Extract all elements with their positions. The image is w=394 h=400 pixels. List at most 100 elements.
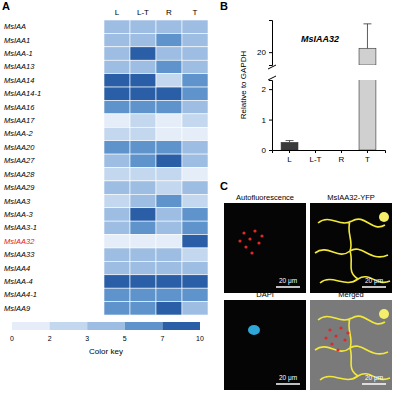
cell [130, 288, 156, 301]
error-cap [363, 23, 371, 24]
cell [104, 221, 130, 234]
cell [104, 47, 130, 60]
chloroplast [334, 334, 337, 337]
row-label: MsIAA32 [4, 237, 35, 246]
tick-label: L-T [310, 155, 322, 164]
cell [156, 275, 182, 288]
row-label: MsIAA17 [4, 116, 35, 125]
axis-break [268, 76, 276, 80]
color-key-segment [87, 322, 125, 330]
tick: R [339, 150, 345, 164]
image-label: Merged [338, 290, 363, 299]
cell [104, 33, 130, 46]
cell [182, 100, 208, 113]
chloroplast [339, 326, 342, 329]
y-axis-upper: 20 [257, 21, 272, 66]
tick-label: L [287, 155, 292, 164]
cell [156, 33, 182, 46]
cell [182, 114, 208, 127]
cell [156, 74, 182, 87]
cell [130, 100, 156, 113]
cell [156, 127, 182, 140]
scale-bar-label: 20 μm [279, 374, 297, 382]
color-key-segment [162, 322, 200, 330]
scale-bar [276, 383, 300, 385]
column-label: T [193, 8, 198, 17]
tick-mark [269, 52, 272, 53]
tick: 1 [262, 116, 272, 125]
cell [156, 181, 182, 194]
cell [182, 154, 208, 167]
cell [130, 60, 156, 73]
bar [359, 80, 376, 150]
row-label: MsIAA-1 [4, 49, 33, 58]
cell [182, 275, 208, 288]
chloroplast [343, 338, 346, 341]
bars-upper [286, 24, 376, 65]
image-background [224, 203, 306, 293]
chloroplast [250, 251, 253, 254]
cell [182, 87, 208, 100]
cell [182, 168, 208, 181]
cell [104, 261, 130, 274]
row-label: MsIAA4-1 [4, 290, 37, 299]
cell [156, 248, 182, 261]
panel-label: C [220, 180, 228, 192]
chloroplast [324, 336, 327, 339]
cell [130, 261, 156, 274]
tick-mark [289, 150, 290, 153]
cell [104, 275, 130, 288]
cell [156, 221, 182, 234]
cell [104, 114, 130, 127]
cell [104, 87, 130, 100]
cell [104, 60, 130, 73]
cell [104, 141, 130, 154]
axis-break [268, 65, 276, 69]
row-label: MsIAA4 [4, 264, 30, 273]
row-label: MsIAA29 [4, 183, 35, 192]
cell [182, 60, 208, 73]
image-background [310, 203, 392, 293]
nucleus [248, 325, 260, 335]
cell [130, 275, 156, 288]
image-label: MsIAA32-YFP [327, 193, 375, 202]
cell [182, 302, 208, 315]
tick: L [287, 150, 292, 164]
cell [156, 168, 182, 181]
row-label: MsIAA9 [4, 304, 31, 313]
tick-label: R [339, 155, 345, 164]
cell [156, 141, 182, 154]
cell [182, 74, 208, 87]
cell [182, 47, 208, 60]
cell [104, 100, 130, 113]
tick: L-T [310, 150, 322, 164]
color-key-tick-label: 2 [48, 335, 52, 342]
chloroplast [260, 234, 263, 237]
panel-label: B [220, 0, 228, 12]
row-label: MsIAA28 [4, 170, 35, 179]
cell [130, 181, 156, 194]
cell [130, 208, 156, 221]
color-key-tick-label: 10 [196, 335, 204, 342]
tick-label: 20 [257, 48, 266, 57]
cell [156, 87, 182, 100]
color-key: 0235710Color key [10, 322, 204, 356]
chloroplast [330, 342, 333, 345]
cell [130, 154, 156, 167]
chloroplast [346, 331, 349, 334]
tick-label: T [365, 155, 370, 164]
color-key-segment [12, 322, 50, 330]
axis-line [269, 81, 273, 151]
cell [130, 194, 156, 207]
bars-lower [281, 80, 376, 150]
tick: 2 [262, 85, 272, 94]
cell [182, 288, 208, 301]
micrograph: 20 μm [224, 203, 306, 293]
tick: T [365, 150, 370, 164]
color-key-segment [50, 322, 88, 330]
scale-bar [276, 286, 300, 288]
image-background [224, 300, 306, 390]
cell [156, 261, 182, 274]
chloroplast [244, 245, 247, 248]
cell [182, 141, 208, 154]
